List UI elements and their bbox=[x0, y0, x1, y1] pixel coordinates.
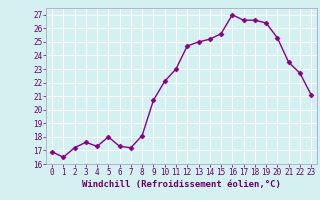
X-axis label: Windchill (Refroidissement éolien,°C): Windchill (Refroidissement éolien,°C) bbox=[82, 180, 281, 189]
